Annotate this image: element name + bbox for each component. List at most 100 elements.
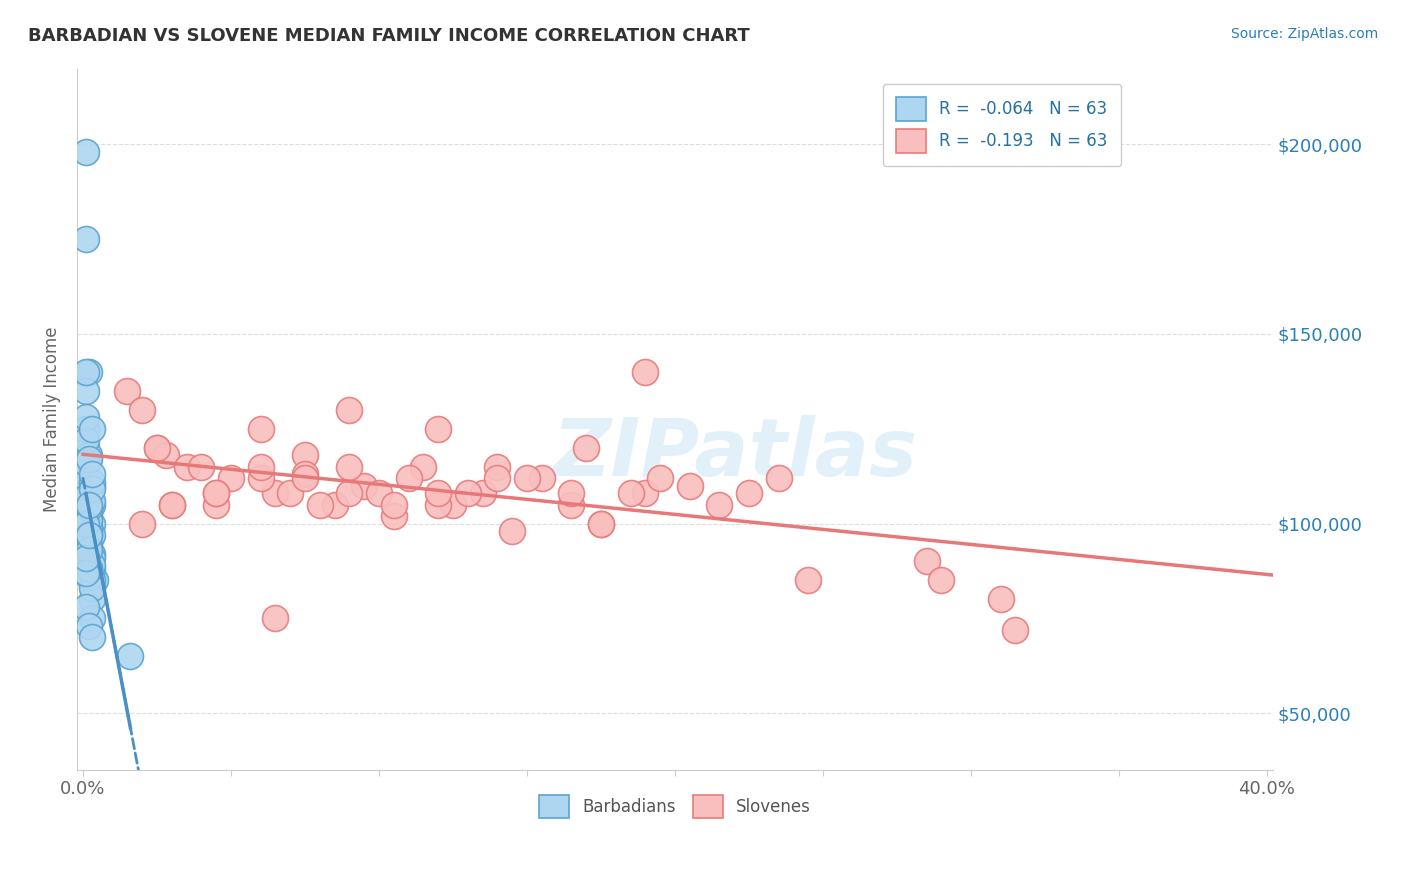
Point: [486, 471, 509, 485]
Point: [80, 547, 103, 561]
Point: [131, 516, 153, 531]
Point: [294, 467, 316, 482]
Point: [75, 365, 97, 379]
Point: [650, 471, 672, 485]
Point: [80, 483, 103, 497]
Point: [146, 441, 169, 455]
Point: [77, 535, 100, 549]
Point: [80, 516, 103, 531]
Point: [915, 554, 938, 568]
Point: [249, 459, 271, 474]
Point: [294, 448, 316, 462]
Point: [530, 471, 553, 485]
Point: [75, 599, 97, 614]
Point: [117, 384, 139, 398]
Point: [176, 459, 198, 474]
Point: [560, 498, 582, 512]
Point: [77, 505, 100, 519]
Point: [486, 459, 509, 474]
Text: BARBADIAN VS SLOVENE MEDIAN FAMILY INCOME CORRELATION CHART: BARBADIAN VS SLOVENE MEDIAN FAMILY INCOM…: [28, 27, 749, 45]
Point: [75, 232, 97, 246]
Point: [77, 569, 100, 583]
Point: [679, 478, 702, 492]
Point: [77, 501, 100, 516]
Text: ZIPatlas: ZIPatlas: [553, 416, 917, 493]
Point: [77, 528, 100, 542]
Point: [205, 498, 228, 512]
Point: [75, 384, 97, 398]
Point: [75, 471, 97, 485]
Point: [80, 611, 103, 625]
Point: [80, 493, 103, 508]
Point: [77, 554, 100, 568]
Point: [219, 471, 242, 485]
Point: [131, 402, 153, 417]
Point: [160, 498, 183, 512]
Point: [80, 528, 103, 542]
Point: [75, 554, 97, 568]
Point: [931, 574, 953, 588]
Point: [249, 422, 271, 436]
Point: [155, 448, 177, 462]
Point: [77, 448, 100, 462]
Point: [323, 498, 346, 512]
Point: [634, 486, 657, 500]
Point: [382, 508, 405, 523]
Point: [560, 486, 582, 500]
Point: [77, 452, 100, 467]
Point: [620, 486, 643, 500]
Point: [75, 550, 97, 565]
Point: [75, 145, 97, 159]
Point: [75, 433, 97, 447]
Point: [738, 486, 761, 500]
Point: [80, 574, 103, 588]
Point: [1004, 623, 1026, 637]
Point: [160, 498, 183, 512]
Point: [75, 566, 97, 580]
Point: [427, 498, 450, 512]
Point: [457, 486, 479, 500]
Point: [382, 498, 405, 512]
Point: [77, 566, 100, 580]
Point: [80, 558, 103, 573]
Point: [190, 459, 212, 474]
Point: [797, 574, 820, 588]
Point: [990, 592, 1012, 607]
Point: [589, 516, 612, 531]
Point: [80, 630, 103, 644]
Point: [75, 410, 97, 425]
Point: [75, 459, 97, 474]
Point: [471, 486, 494, 500]
Point: [75, 490, 97, 504]
Point: [77, 520, 100, 534]
Point: [75, 532, 97, 546]
Point: [308, 498, 330, 512]
Point: [768, 471, 790, 485]
Point: [339, 486, 361, 500]
Point: [441, 498, 464, 512]
Point: [80, 562, 103, 576]
Point: [146, 441, 169, 455]
Point: [575, 441, 598, 455]
Point: [205, 486, 228, 500]
Point: [80, 422, 103, 436]
Point: [294, 471, 316, 485]
Point: [80, 550, 103, 565]
Point: [77, 543, 100, 558]
Point: [77, 365, 100, 379]
Point: [77, 562, 100, 576]
Point: [709, 498, 731, 512]
Point: [339, 402, 361, 417]
Point: [75, 486, 97, 500]
Point: [80, 592, 103, 607]
Point: [205, 486, 228, 500]
Point: [264, 486, 287, 500]
Point: [75, 441, 97, 455]
Text: Source: ZipAtlas.com: Source: ZipAtlas.com: [1230, 27, 1378, 41]
Point: [80, 498, 103, 512]
Point: [75, 422, 97, 436]
Point: [77, 539, 100, 553]
Point: [77, 498, 100, 512]
Point: [75, 456, 97, 470]
Point: [75, 516, 97, 531]
